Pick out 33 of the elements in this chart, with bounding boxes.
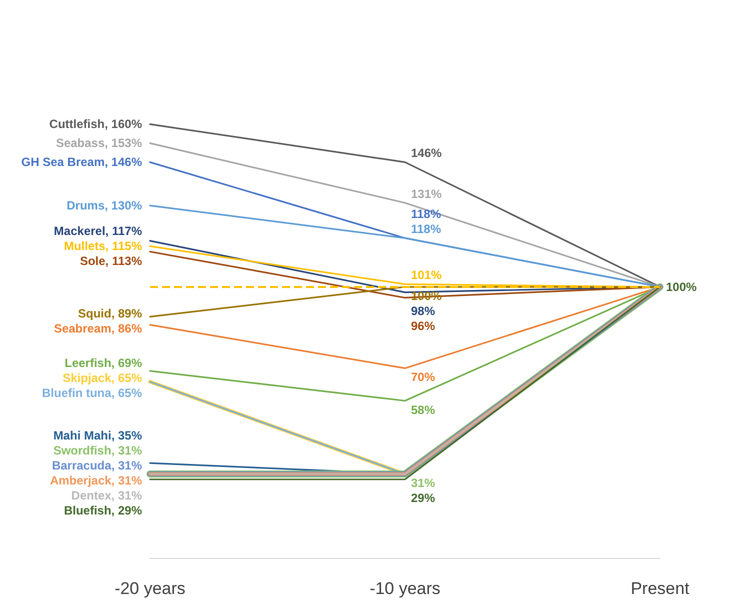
data-label: GH Sea Bream, 146% xyxy=(21,155,142,170)
data-label: Swordfish, 31% xyxy=(53,444,142,458)
data-label: Skipjack, 65% xyxy=(62,371,142,386)
data-label: Barracuda, 31% xyxy=(52,458,142,473)
data-label: Bluefin tuna, 65% xyxy=(42,386,142,400)
data-label: Seabream, 86% xyxy=(54,321,142,336)
data-label: 100% xyxy=(666,280,698,294)
data-label: 146% xyxy=(411,146,442,160)
data-label: Mahi Mahi, 35% xyxy=(53,428,142,443)
data-label: 118% xyxy=(411,207,442,222)
data-label: Mackerel, 117% xyxy=(54,224,142,238)
data-label: Amberjack, 31% xyxy=(50,474,142,488)
data-label: Drums, 130% xyxy=(66,198,142,213)
data-label: Dentex, 31% xyxy=(71,488,142,503)
data-label: 31% xyxy=(411,476,436,490)
data-label: 29% xyxy=(411,490,436,505)
data-label: Seabass, 153% xyxy=(56,136,142,150)
data-label: 131% xyxy=(411,186,442,201)
data-label: Mullets, 115% xyxy=(64,239,142,254)
data-label: Cuttlefish, 160% xyxy=(49,117,142,132)
data-label: Sole, 113% xyxy=(80,254,142,268)
data-label: 70% xyxy=(411,370,436,384)
data-label: 118% xyxy=(411,222,442,236)
data-label: Squid, 89% xyxy=(78,306,142,320)
data-label: 101% xyxy=(411,268,442,282)
data-label: 96% xyxy=(411,318,436,333)
data-label: 98% xyxy=(411,304,436,318)
x-tick-label: Present xyxy=(630,579,690,598)
data-label: 58% xyxy=(411,402,436,417)
x-tick-label: -20 years xyxy=(114,579,186,598)
data-label: Leerfish, 69% xyxy=(64,356,142,370)
x-tick-label: -10 years xyxy=(370,579,440,598)
data-label: Bluefish, 29% xyxy=(64,504,142,518)
